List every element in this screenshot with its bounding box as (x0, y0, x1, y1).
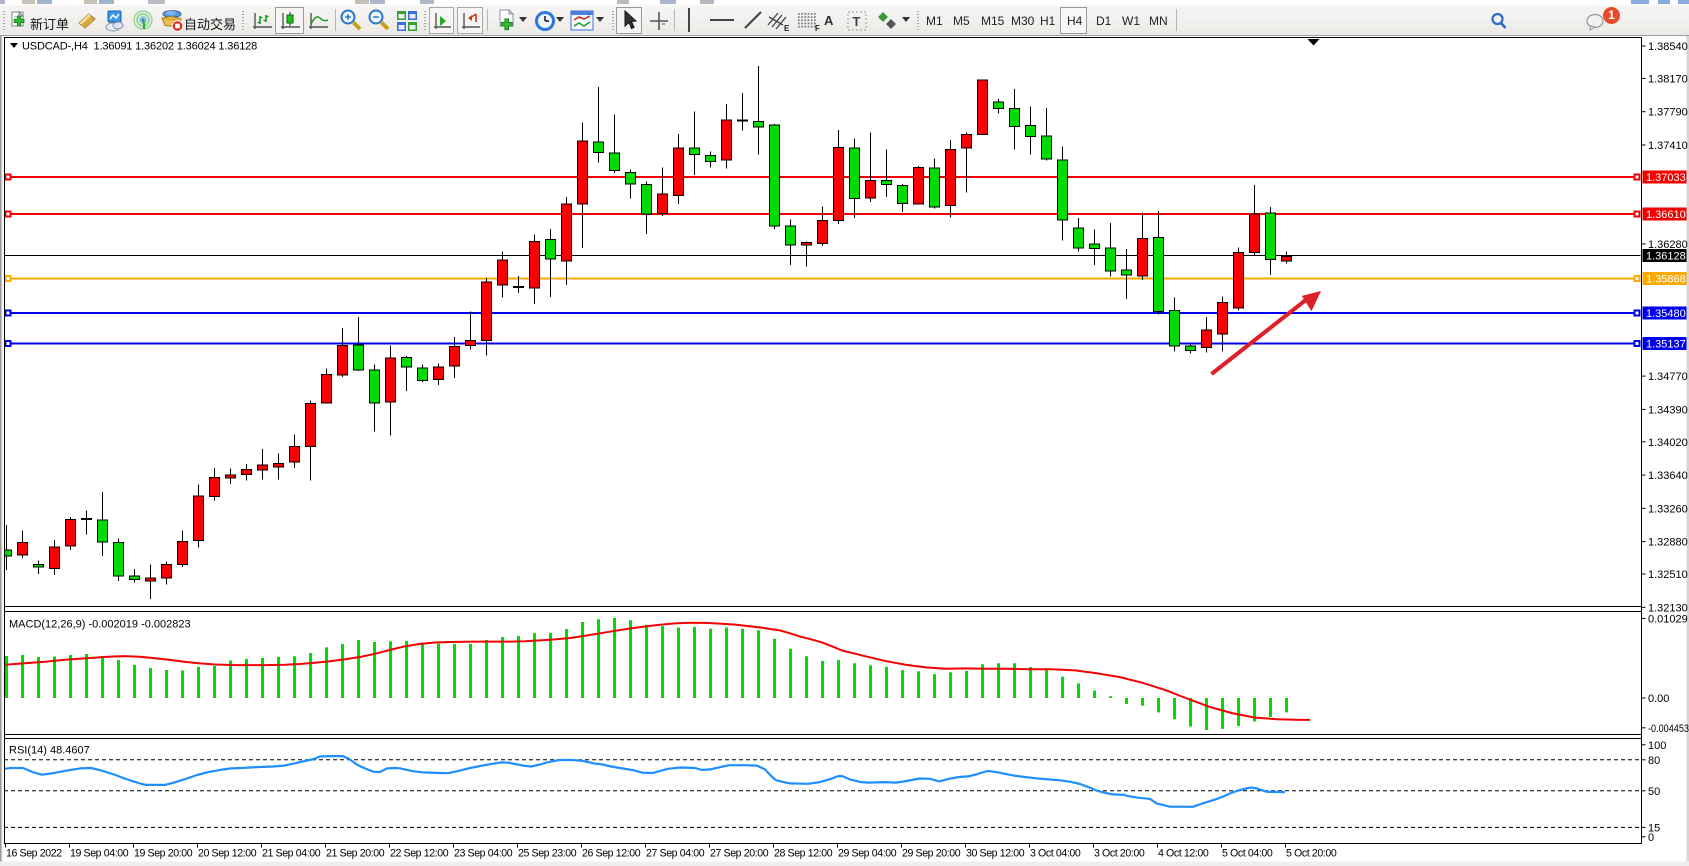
svg-text:1.38540: 1.38540 (1648, 41, 1688, 53)
svg-text:0.00: 0.00 (1648, 693, 1669, 705)
svg-text:1.37790: 1.37790 (1648, 107, 1688, 119)
svg-text:USDCAD-,H4 1.36091 1.36202 1.: USDCAD-,H4 1.36091 1.36202 1.36024 1.361… (22, 41, 257, 53)
svg-text:15: 15 (1648, 822, 1660, 834)
svg-text:5 Oct 20:00: 5 Oct 20:00 (1286, 848, 1337, 860)
svg-text:25 Sep 23:00: 25 Sep 23:00 (518, 848, 577, 860)
svg-text:-0.004453: -0.004453 (1648, 723, 1689, 735)
svg-text:50: 50 (1648, 786, 1660, 798)
svg-text:100: 100 (1648, 740, 1666, 752)
svg-text:RSI(14) 48.4607: RSI(14) 48.4607 (9, 745, 90, 757)
svg-text:1.37410: 1.37410 (1648, 140, 1688, 152)
svg-text:29 Sep 20:00: 29 Sep 20:00 (902, 848, 961, 860)
svg-text:1.32880: 1.32880 (1648, 537, 1688, 549)
svg-text:1.35868: 1.35868 (1646, 274, 1686, 286)
svg-text:1.32130: 1.32130 (1648, 602, 1688, 614)
svg-text:MACD(12,26,9) -0.002019 -0.002: MACD(12,26,9) -0.002019 -0.002823 (9, 619, 191, 631)
svg-text:21 Sep 04:00: 21 Sep 04:00 (262, 848, 321, 860)
svg-text:80: 80 (1648, 755, 1660, 767)
svg-text:0: 0 (1648, 832, 1654, 844)
svg-text:3 Oct 20:00: 3 Oct 20:00 (1094, 848, 1145, 860)
svg-text:1.32510: 1.32510 (1648, 569, 1688, 581)
svg-text:16 Sep 2022: 16 Sep 2022 (6, 848, 62, 860)
svg-text:21 Sep 20:00: 21 Sep 20:00 (326, 848, 385, 860)
svg-text:26 Sep 12:00: 26 Sep 12:00 (582, 848, 641, 860)
svg-text:1.38170: 1.38170 (1648, 73, 1688, 85)
svg-text:1.34020: 1.34020 (1648, 437, 1688, 449)
svg-text:30 Sep 12:00: 30 Sep 12:00 (966, 848, 1025, 860)
svg-text:1.34770: 1.34770 (1648, 371, 1688, 383)
svg-text:T: T (853, 14, 861, 29)
svg-text:1.33260: 1.33260 (1648, 503, 1688, 515)
svg-text:0.01029: 0.01029 (1648, 614, 1688, 626)
svg-text:4 Oct 12:00: 4 Oct 12:00 (1158, 848, 1209, 860)
svg-text:19 Sep 20:00: 19 Sep 20:00 (134, 848, 193, 860)
svg-text:1.36280: 1.36280 (1648, 239, 1688, 251)
svg-text:1.36128: 1.36128 (1646, 251, 1686, 263)
svg-text:1.35480: 1.35480 (1646, 308, 1686, 320)
svg-text:29 Sep 04:00: 29 Sep 04:00 (838, 848, 897, 860)
svg-text:19 Sep 04:00: 19 Sep 04:00 (70, 848, 129, 860)
svg-text:27 Sep 04:00: 27 Sep 04:00 (646, 848, 705, 860)
svg-text:3 Oct 04:00: 3 Oct 04:00 (1030, 848, 1081, 860)
svg-text:1.34390: 1.34390 (1648, 404, 1688, 416)
svg-text:22 Sep 12:00: 22 Sep 12:00 (390, 848, 449, 860)
svg-text:1.33640: 1.33640 (1648, 470, 1688, 482)
svg-text:20 Sep 12:00: 20 Sep 12:00 (198, 848, 257, 860)
svg-text:1.37033: 1.37033 (1646, 172, 1686, 184)
svg-text:1.35137: 1.35137 (1646, 339, 1686, 351)
svg-text:E: E (784, 24, 790, 33)
svg-text:F: F (815, 24, 820, 32)
svg-text:1.36610: 1.36610 (1646, 209, 1686, 221)
svg-text:27 Sep 20:00: 27 Sep 20:00 (710, 848, 769, 860)
svg-text:23 Sep 04:00: 23 Sep 04:00 (454, 848, 513, 860)
svg-text:5 Oct 04:00: 5 Oct 04:00 (1222, 848, 1273, 860)
svg-text:28 Sep 12:00: 28 Sep 12:00 (774, 848, 833, 860)
